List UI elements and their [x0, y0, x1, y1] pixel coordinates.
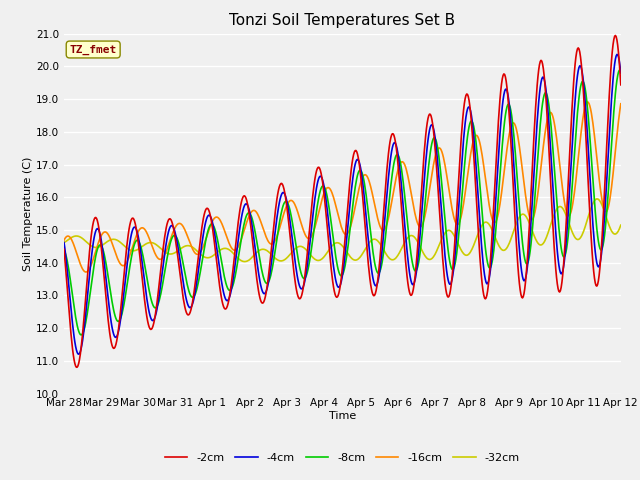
Line: -8cm: -8cm	[64, 70, 621, 335]
-8cm	[617, 68, 625, 74]
-16cm	[428, 177, 435, 182]
-16cm	[214, 215, 222, 221]
-8cm	[616, 67, 624, 73]
-2cm	[428, 113, 435, 119]
-2cm	[128, 216, 136, 221]
-16cm	[617, 101, 625, 107]
-32cm	[127, 248, 135, 253]
-32cm	[70, 233, 78, 239]
-32cm	[411, 235, 419, 240]
-2cm	[185, 312, 193, 318]
-8cm	[185, 288, 193, 293]
-4cm	[617, 71, 625, 76]
Line: -4cm: -4cm	[64, 54, 621, 354]
-4cm	[428, 122, 435, 128]
-4cm	[70, 334, 78, 339]
-2cm	[411, 276, 419, 282]
-16cm	[185, 237, 193, 242]
-4cm	[75, 351, 83, 357]
Line: -16cm: -16cm	[64, 102, 621, 272]
Line: -2cm: -2cm	[64, 36, 621, 367]
-2cm	[60, 246, 68, 252]
-2cm	[214, 271, 222, 277]
-2cm	[70, 357, 78, 362]
Legend: -2cm, -4cm, -8cm, -16cm, -32cm: -2cm, -4cm, -8cm, -16cm, -32cm	[161, 448, 524, 467]
-16cm	[411, 210, 419, 216]
Text: TZ_fmet: TZ_fmet	[70, 44, 117, 55]
-16cm	[128, 245, 136, 251]
-32cm	[428, 256, 435, 262]
-4cm	[411, 278, 419, 284]
-32cm	[593, 196, 600, 202]
Title: Tonzi Soil Temperatures Set B: Tonzi Soil Temperatures Set B	[229, 13, 456, 28]
-4cm	[613, 51, 621, 57]
-8cm	[77, 332, 85, 338]
-8cm	[60, 248, 68, 253]
-8cm	[70, 304, 78, 310]
-16cm	[82, 269, 90, 275]
Line: -32cm: -32cm	[64, 199, 621, 262]
-32cm	[184, 243, 192, 249]
-4cm	[128, 228, 136, 234]
-8cm	[428, 144, 435, 150]
-8cm	[214, 240, 222, 246]
Y-axis label: Soil Temperature (C): Soil Temperature (C)	[23, 156, 33, 271]
-32cm	[617, 222, 625, 228]
-4cm	[185, 304, 193, 310]
X-axis label: Time: Time	[329, 411, 356, 421]
-2cm	[612, 33, 620, 38]
-16cm	[70, 243, 78, 249]
-32cm	[60, 240, 68, 246]
-8cm	[411, 268, 419, 274]
-16cm	[60, 238, 68, 243]
-4cm	[214, 255, 222, 261]
-2cm	[72, 364, 80, 370]
-32cm	[214, 250, 221, 255]
-4cm	[60, 240, 68, 245]
-2cm	[617, 82, 625, 88]
-32cm	[241, 259, 248, 264]
-16cm	[584, 99, 591, 105]
-8cm	[128, 251, 136, 256]
